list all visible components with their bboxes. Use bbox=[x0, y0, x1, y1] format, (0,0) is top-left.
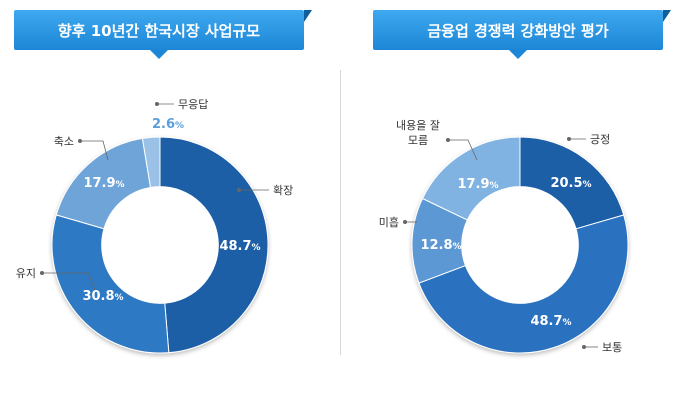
donut-right bbox=[411, 136, 629, 354]
donut-left-category-label-2: 축소 bbox=[54, 135, 74, 148]
donut-right-hole bbox=[461, 186, 579, 304]
donut-right-category-label-2: 미흡 bbox=[379, 215, 399, 229]
donut-left-hole bbox=[101, 186, 219, 304]
donut-right-value-label-3: 17.9% bbox=[457, 177, 498, 192]
donut-right-leader-3 bbox=[448, 139, 478, 161]
chart-title-right: 금융업 경쟁력 강화방안 평가 bbox=[373, 10, 663, 59]
donut-left-value-label-0: 48.7% bbox=[219, 239, 260, 254]
donut-left-leader-1 bbox=[42, 272, 96, 291]
donut-right-category-label-0: 긍정 bbox=[590, 133, 610, 146]
divider bbox=[340, 70, 341, 355]
donut-right-leader-dot-2 bbox=[403, 220, 407, 224]
donut-left-value-label-1: 30.8% bbox=[82, 289, 123, 304]
donut-left-leader-dot-1 bbox=[40, 271, 44, 275]
donut-right-leader-dot-0 bbox=[567, 137, 571, 141]
donut-left-value-label-2: 17.9% bbox=[83, 176, 124, 191]
donut-left-leader-dot-0 bbox=[237, 188, 241, 192]
donut-left-category-label-1: 유지 bbox=[16, 267, 36, 280]
banner-fold-right bbox=[663, 10, 671, 22]
donut-right-category-label-1: 보통 bbox=[602, 341, 622, 354]
chart-title-left-text: 향후 10년간 한국시장 사업규모 bbox=[57, 21, 261, 40]
donut-right-value-label-0: 20.5% bbox=[550, 176, 591, 191]
donut-right-leader-dot-3 bbox=[446, 138, 450, 142]
donut-left-leader-dot-3 bbox=[155, 102, 159, 106]
donut-right-value-label-2: 12.8% bbox=[420, 238, 461, 253]
donut-left-value-label-3: 2.6% bbox=[152, 117, 184, 132]
donut-left-category-label-3: 무응답 bbox=[178, 98, 208, 111]
donut-right-category-label-3: 내용을 잘 모름 bbox=[396, 119, 440, 147]
donut-right-value-label-1: 48.7% bbox=[530, 314, 571, 329]
banner-fold-left bbox=[304, 10, 312, 22]
chart-title-right-text: 금융업 경쟁력 강화방안 평가 bbox=[427, 21, 609, 40]
donut-left bbox=[51, 136, 269, 354]
donut-left-leader-2 bbox=[80, 140, 109, 161]
chart-title-left: 향후 10년간 한국시장 사업규모 bbox=[14, 10, 304, 59]
donut-right-leader-dot-1 bbox=[582, 345, 586, 349]
donut-left-leader-dot-2 bbox=[78, 139, 82, 143]
donut-left-category-label-0: 확장 bbox=[273, 184, 293, 197]
